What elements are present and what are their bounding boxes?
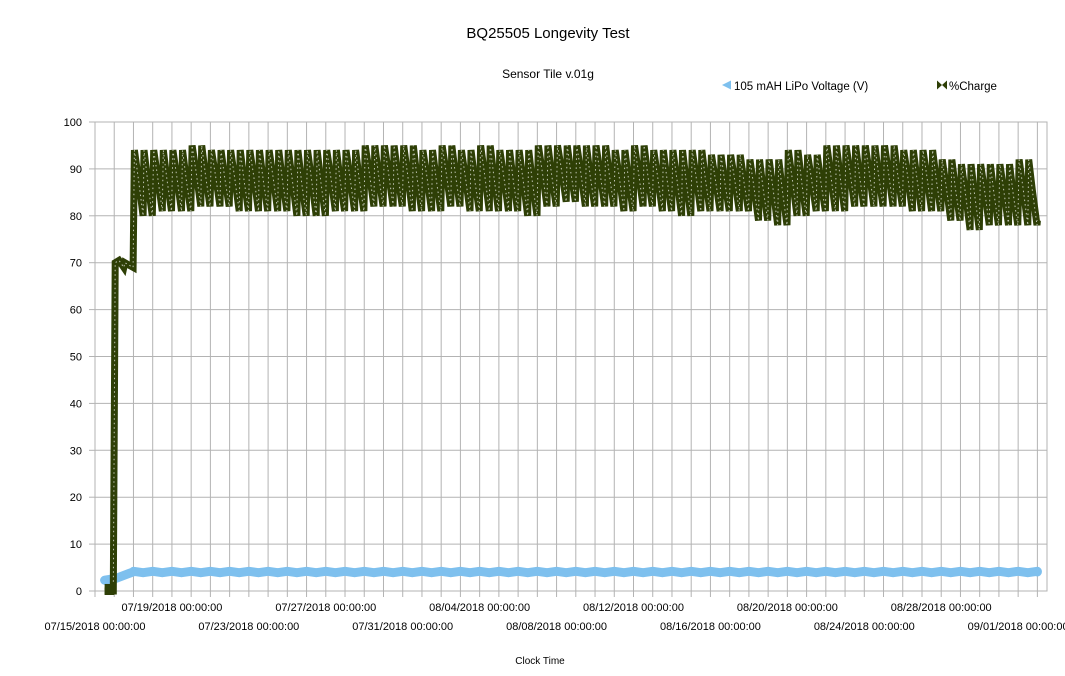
legend-label-voltage: 105 mAH LiPo Voltage (V)	[734, 81, 868, 93]
y-tick-label: 20	[70, 492, 82, 504]
x-tick-label: 08/16/2018 00:00:00	[660, 621, 761, 633]
legend: 105 mAH LiPo Voltage (V) %Charge	[722, 80, 997, 93]
y-tick-label: 10	[70, 539, 82, 551]
y-tick-label: 40	[70, 398, 82, 410]
y-tick-label: 100	[64, 117, 82, 129]
series-charge-line	[104, 144, 1041, 595]
x-tick-label: 07/31/2018 00:00:00	[352, 621, 453, 633]
chart-title: BQ25505 Longevity Test	[466, 25, 630, 42]
x-tick-label: 08/08/2018 00:00:00	[506, 621, 607, 633]
series-charge-initial-block	[104, 583, 115, 595]
x-tick-label: 07/19/2018 00:00:00	[121, 602, 222, 614]
y-tick-label: 0	[76, 586, 82, 598]
legend-marker-voltage	[722, 80, 731, 90]
x-tick-label: 08/04/2018 00:00:00	[429, 602, 530, 614]
chart-subtitle: Sensor Tile v.01g	[502, 67, 594, 81]
y-tick-label: 60	[70, 305, 82, 317]
legend-item-voltage: 105 mAH LiPo Voltage (V)	[722, 80, 868, 93]
x-tick-label: 08/20/2018 00:00:00	[737, 602, 838, 614]
x-tick-label: 08/12/2018 00:00:00	[583, 602, 684, 614]
x-tick-label: 07/27/2018 00:00:00	[275, 602, 376, 614]
x-tick-label: 07/23/2018 00:00:00	[198, 621, 299, 633]
series-charge-highlight	[104, 145, 1038, 592]
x-tick-label: 09/01/2018 00:00:00	[968, 621, 1065, 633]
x-tick-label: 08/24/2018 00:00:00	[814, 621, 915, 633]
plot-frame	[94, 121, 1048, 592]
y-tick-label: 30	[70, 445, 82, 457]
legend-marker-charge-right	[942, 80, 947, 90]
x-tick-label: 07/15/2018 00:00:00	[45, 621, 146, 633]
legend-item-charge: %Charge	[937, 80, 997, 93]
y-tick-label: 90	[70, 164, 82, 176]
x-tick-labels: 07/19/2018 00:00:00 07/27/2018 00:00:00 08…	[45, 602, 1065, 633]
x-axis-label: Clock Time	[515, 656, 565, 667]
y-tick-label: 80	[70, 211, 82, 223]
series-layer	[100, 144, 1042, 595]
legend-label-charge: %Charge	[949, 81, 997, 93]
x-tick-label: 08/28/2018 00:00:00	[891, 602, 992, 614]
y-tick-labels: 0 10 20 30 40 50 60 70 80 90 100	[64, 117, 82, 598]
series-voltage-line	[100, 566, 1042, 585]
y-tick-label: 70	[70, 258, 82, 270]
y-tick-label: 50	[70, 352, 82, 364]
legend-marker-charge-left	[937, 80, 942, 90]
